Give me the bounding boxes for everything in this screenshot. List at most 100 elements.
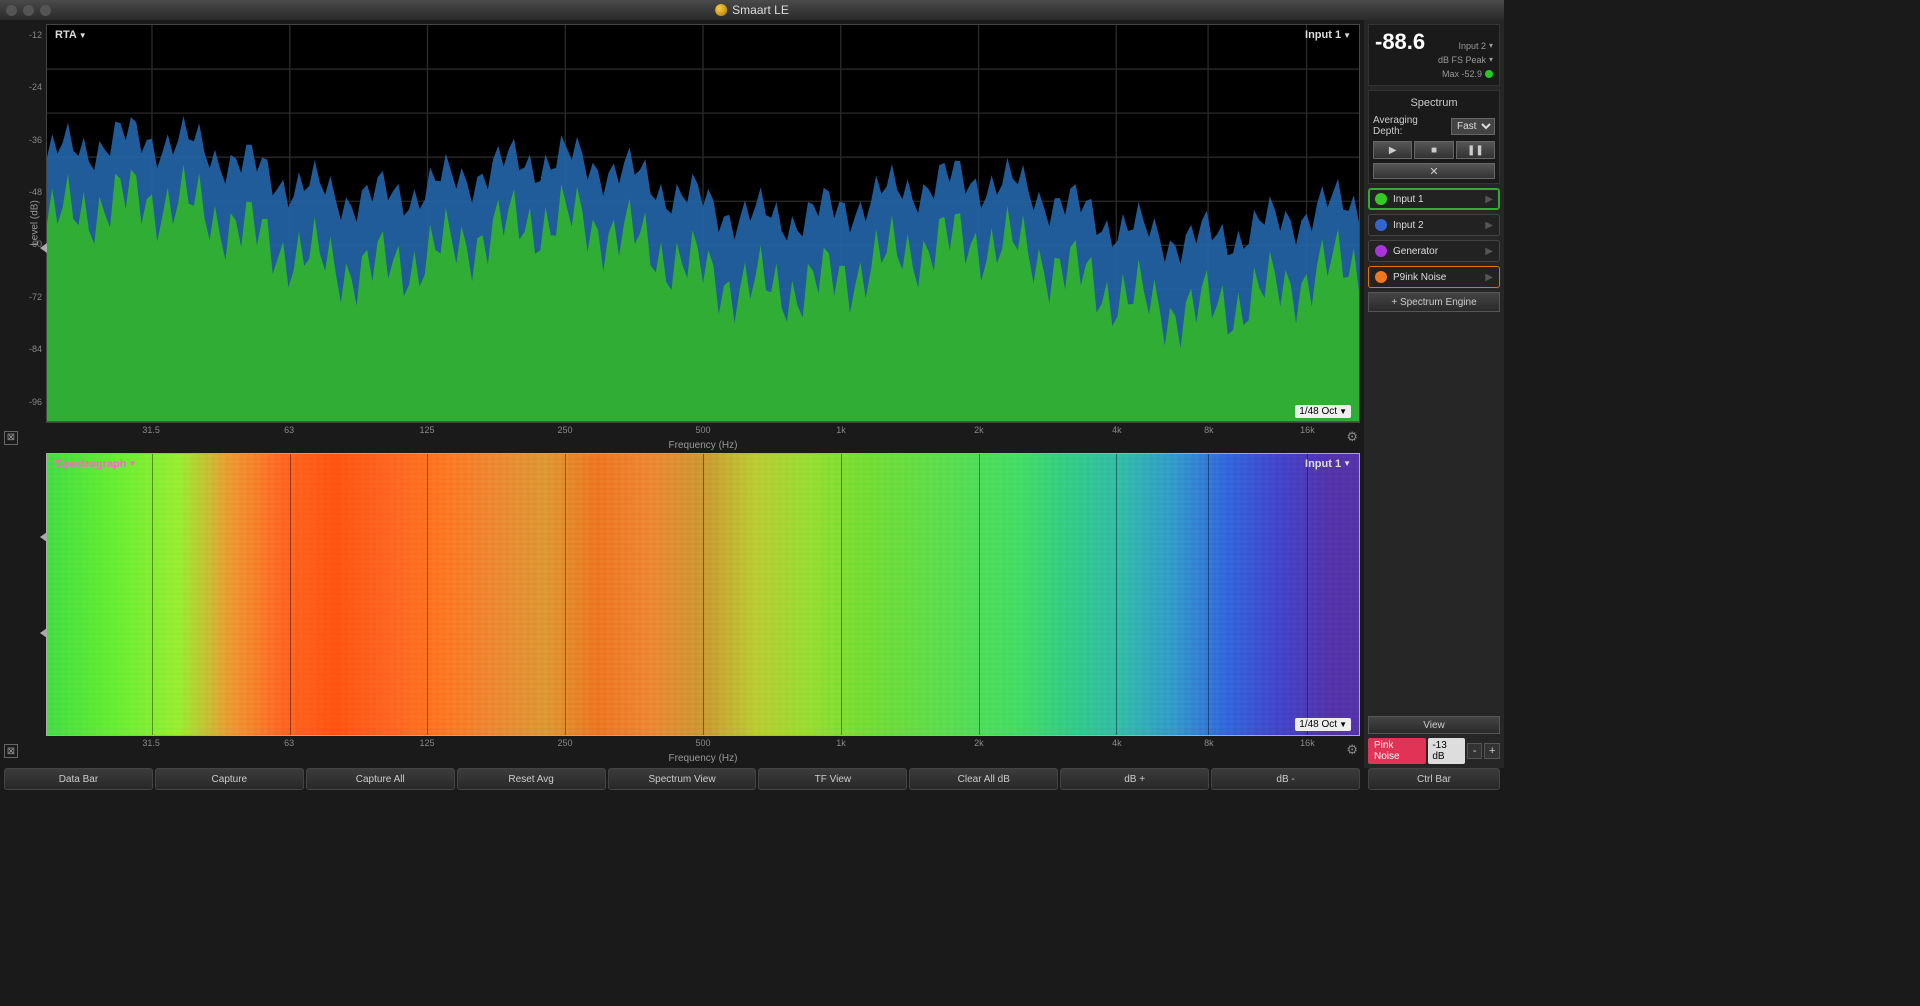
capture-all-button[interactable]: Capture All — [306, 768, 455, 790]
db---button[interactable]: dB + — [1060, 768, 1209, 790]
dropdown-icon: ▼ — [1343, 31, 1351, 40]
pause-button[interactable]: ❚❚ — [1456, 141, 1495, 159]
rta-marker-arrow-icon[interactable] — [40, 243, 47, 253]
rta-input-selector[interactable]: Input 1▼ — [1305, 29, 1351, 41]
stop-button[interactable]: ■ — [1414, 141, 1453, 159]
meter-mode-selector[interactable]: dB FS Peak ▾ — [1438, 53, 1493, 67]
rta-title[interactable]: RTA▼ — [55, 29, 87, 41]
rta-settings-icon[interactable]: ⚙ — [1346, 429, 1358, 445]
app-icon — [715, 4, 727, 16]
input-item-p9ink-noise[interactable]: P9ink Noise ▶ — [1368, 266, 1500, 288]
bottom-toolbar-side: Ctrl Bar — [1364, 768, 1504, 792]
input-item-generator[interactable]: Generator ▶ — [1368, 240, 1500, 262]
sidebar: -88.6 Input 2 ▾ dB FS Peak ▾ Max -52.9 S… — [1364, 20, 1504, 768]
titlebar: Smaart LE — [0, 0, 1504, 20]
pink-noise-plus-button[interactable]: + — [1484, 743, 1500, 759]
view-button[interactable]: View — [1368, 716, 1500, 734]
xtick: 63 — [284, 738, 294, 748]
window-controls — [6, 5, 51, 16]
inputs-list: Input 1 ▶ Input 2 ▶ Generator ▶ P9ink No… — [1368, 188, 1500, 288]
spectro-xlabel: Frequency (Hz) — [669, 753, 738, 764]
ytick: -72 — [29, 292, 42, 302]
ytick: -24 — [29, 82, 42, 92]
dropdown-icon: ▼ — [1343, 459, 1351, 468]
spectro-input-selector[interactable]: Input 1▼ — [1305, 458, 1351, 470]
spectro-resolution-badge[interactable]: 1/48 Oct▼ — [1295, 718, 1351, 731]
spectrum-panel-title: Spectrum — [1373, 95, 1495, 111]
ytick: -12 — [29, 30, 42, 40]
rta-close-button[interactable]: ⊠ — [4, 431, 18, 445]
xtick: 4k — [1112, 738, 1122, 748]
add-spectrum-engine-button[interactable]: + Spectrum Engine — [1368, 292, 1500, 312]
maximize-window-icon[interactable] — [40, 5, 51, 16]
pink-noise-minus-button[interactable]: - — [1467, 743, 1483, 759]
spectro-marker-arrow-icon[interactable] — [40, 628, 47, 638]
dropdown-icon: ▼ — [129, 459, 137, 468]
spectro-settings-icon[interactable]: ⚙ — [1346, 742, 1358, 758]
pink-noise-badge[interactable]: Pink Noise — [1368, 738, 1426, 764]
level-meter: -88.6 Input 2 ▾ dB FS Peak ▾ Max -52.9 — [1368, 24, 1500, 86]
close-window-icon[interactable] — [6, 5, 17, 16]
xtick: 31.5 — [142, 425, 160, 435]
chevron-right-icon: ▶ — [1485, 272, 1493, 283]
xtick: 4k — [1112, 425, 1122, 435]
ytick: -48 — [29, 187, 42, 197]
xtick: 8k — [1204, 425, 1214, 435]
rta-resolution-badge[interactable]: 1/48 Oct▼ — [1295, 405, 1351, 418]
capture-button[interactable]: Capture — [155, 768, 304, 790]
spectro-texture — [47, 454, 1359, 735]
rta-ylabel: Level (dB) — [29, 201, 40, 247]
xtick: 500 — [695, 425, 710, 435]
spectrograph-chart: Spectrograph▼ Input 1▼ 1/48 Oct▼ Frequen… — [4, 453, 1360, 764]
ytick: -96 — [29, 397, 42, 407]
db---button[interactable]: dB - — [1211, 768, 1360, 790]
xtick: 2k — [974, 425, 984, 435]
rta-plot[interactable]: RTA▼ Input 1▼ 1/48 Oct▼ — [46, 24, 1360, 423]
xtick: 2k — [974, 738, 984, 748]
spectro-marker-arrow-icon[interactable] — [40, 532, 47, 542]
chevron-right-icon: ▶ — [1485, 246, 1493, 257]
ytick: -84 — [29, 344, 42, 354]
spectrum-panel: Spectrum Averaging Depth: Fast ▶ ■ ❚❚ ✕ — [1368, 90, 1500, 184]
meter-input-selector[interactable]: Input 2 ▾ — [1438, 39, 1493, 53]
play-button[interactable]: ▶ — [1373, 141, 1412, 159]
minimize-window-icon[interactable] — [23, 5, 34, 16]
rta-svg — [47, 25, 1359, 422]
input-color-dot-icon — [1375, 245, 1387, 257]
rta-xlabel: Frequency (Hz) — [669, 440, 738, 451]
xtick: 125 — [420, 425, 435, 435]
rta-chart: Level (dB) -12-24-36-48-60-72-84-96 RTA▼… — [4, 24, 1360, 451]
meter-value: -88.6 — [1375, 29, 1425, 55]
spectrum-view-button[interactable]: Spectrum View — [608, 768, 757, 790]
input-item-input-2[interactable]: Input 2 ▶ — [1368, 214, 1500, 236]
ctrl-bar-button[interactable]: Ctrl Bar — [1368, 768, 1500, 790]
chevron-right-icon: ▶ — [1485, 220, 1493, 231]
input-color-dot-icon — [1375, 219, 1387, 231]
dropdown-icon: ▼ — [79, 31, 87, 40]
xtick: 31.5 — [142, 738, 160, 748]
reset-avg-button[interactable]: Reset Avg — [457, 768, 606, 790]
input-label: Generator — [1393, 246, 1479, 257]
transport-controls: ▶ ■ ❚❚ — [1373, 141, 1495, 159]
meter-max: Max -52.9 — [1438, 67, 1493, 81]
window-title-text: Smaart LE — [732, 3, 789, 17]
clear-all-db-button[interactable]: Clear All dB — [909, 768, 1058, 790]
dropdown-icon: ▼ — [1339, 407, 1347, 416]
xtick: 63 — [284, 425, 294, 435]
xtick: 16k — [1300, 425, 1315, 435]
xtick: 16k — [1300, 738, 1315, 748]
xtick: 250 — [558, 738, 573, 748]
tf-view-button[interactable]: TF View — [758, 768, 907, 790]
spectro-close-button[interactable]: ⊠ — [4, 744, 18, 758]
tools-button[interactable]: ✕ — [1373, 163, 1495, 179]
status-dot-icon — [1485, 70, 1493, 78]
avg-depth-select[interactable]: Fast — [1451, 118, 1495, 135]
rta-yaxis: Level (dB) -12-24-36-48-60-72-84-96 — [4, 24, 46, 423]
avg-depth-label: Averaging Depth: — [1373, 115, 1447, 137]
ytick: -36 — [29, 135, 42, 145]
spectro-plot[interactable]: Spectrograph▼ Input 1▼ 1/48 Oct▼ — [46, 453, 1360, 736]
spectro-title[interactable]: Spectrograph▼ — [55, 458, 136, 470]
data-bar-button[interactable]: Data Bar — [4, 768, 153, 790]
rta-xaxis: Frequency (Hz) 31.5631252505001k2k4k8k16… — [46, 423, 1360, 451]
input-item-input-1[interactable]: Input 1 ▶ — [1368, 188, 1500, 210]
